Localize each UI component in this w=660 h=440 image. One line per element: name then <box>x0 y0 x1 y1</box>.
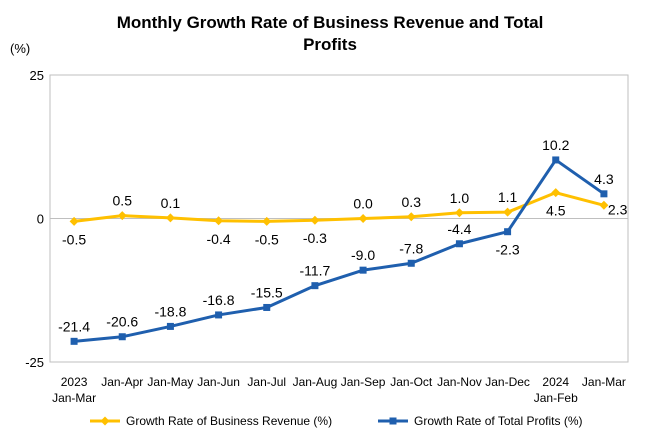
data-label: 2.3 <box>608 201 628 217</box>
data-label: -20.6 <box>106 314 138 330</box>
data-label: 1.1 <box>498 189 518 205</box>
legend-label: Growth Rate of Business Revenue (%) <box>126 414 332 428</box>
x-tick-label: Jan-Nov <box>437 375 482 389</box>
data-label: -0.3 <box>303 230 327 246</box>
legend: Growth Rate of Business Revenue (%) Growt… <box>90 414 583 428</box>
legend-item: Growth Rate of Business Revenue (%) <box>90 414 332 428</box>
x-tick-label: Jan-Jun <box>197 375 240 389</box>
data-point <box>118 333 126 341</box>
data-point <box>454 208 464 218</box>
x-tick-label: Jan-Mar <box>582 375 626 389</box>
data-label: -15.5 <box>251 284 283 300</box>
data-point <box>406 212 416 222</box>
data-point <box>262 216 272 226</box>
x-tick-label: 2024 <box>542 375 569 389</box>
data-label: 0.0 <box>353 196 373 212</box>
data-point <box>310 215 320 225</box>
legend-label: Growth Rate of Total Profits (%) <box>414 414 583 428</box>
legend-marker <box>100 416 110 426</box>
data-point <box>599 200 609 210</box>
data-point <box>263 303 271 311</box>
data-point <box>358 214 368 223</box>
data-label: -4.4 <box>447 221 471 237</box>
series-line <box>73 191 605 223</box>
legend-item: Growth Rate of Total Profits (%) <box>378 414 583 428</box>
data-point <box>359 266 367 274</box>
data-point <box>551 188 561 198</box>
x-tick-label: Jan-Mar <box>52 391 96 405</box>
legend-marker <box>389 417 397 425</box>
chart-title: Monthly Growth Rate of Business Revenue … <box>0 12 660 56</box>
data-label: 0.5 <box>113 193 133 209</box>
data-point <box>165 213 175 223</box>
data-label: -7.8 <box>399 240 423 256</box>
data-point <box>407 259 415 267</box>
x-tick-label: Jan-May <box>147 375 193 389</box>
x-tick-label: Jan-Dec <box>485 375 530 389</box>
data-point <box>70 337 78 345</box>
x-tick-label: Jan-Oct <box>390 375 433 389</box>
data-label: 1.0 <box>450 190 470 206</box>
data-point <box>311 282 319 290</box>
data-label: -9.0 <box>351 247 375 263</box>
data-point <box>552 156 560 164</box>
data-label: -21.4 <box>58 318 90 334</box>
series-line <box>73 158 605 343</box>
data-label: 4.5 <box>546 203 566 219</box>
data-label: 4.3 <box>594 171 614 187</box>
data-label: -2.3 <box>496 242 520 258</box>
data-label: 0.3 <box>402 194 422 210</box>
data-label: -18.8 <box>154 303 186 319</box>
y-tick-label: 0 <box>37 212 44 227</box>
x-tick-label: Jan-Apr <box>101 375 143 389</box>
data-point <box>215 311 223 319</box>
data-point <box>69 216 79 226</box>
x-tick-label: Jan-Feb <box>534 391 578 405</box>
y-axis-label: (%) <box>10 41 30 56</box>
x-tick-label: Jan-Aug <box>293 375 338 389</box>
x-tick-label: 2023 <box>61 375 88 389</box>
y-tick-label: -25 <box>25 355 44 370</box>
data-point <box>166 322 174 330</box>
x-tick-label: Jan-Jul <box>247 375 286 389</box>
y-tick-label: 25 <box>30 68 44 83</box>
data-point <box>117 211 127 221</box>
data-label: 0.1 <box>161 195 181 211</box>
data-point <box>504 228 512 236</box>
data-label: -11.7 <box>299 263 330 279</box>
data-label: -0.5 <box>62 231 86 247</box>
data-point <box>600 190 608 198</box>
x-tick-label: Jan-Sep <box>341 375 386 389</box>
data-label: -16.8 <box>203 292 235 308</box>
plot-area: 25 0 -25 2023 Jan-Mar Jan-Apr Jan-May Jan-Jun Ja… <box>25 68 629 405</box>
series-total-profits: -21.4 -20.6 -18.8 -16.8 -15.5 -11.7 -9.0 -7.8 -4… <box>58 137 614 345</box>
chart-title-line-1: Monthly Growth Rate of Business Revenue … <box>116 13 544 32</box>
data-point <box>214 216 224 226</box>
chart-title-line-2: Profits <box>303 35 357 54</box>
data-point <box>455 240 463 248</box>
data-label: 10.2 <box>542 137 569 153</box>
data-point <box>503 207 513 217</box>
data-label: -0.5 <box>255 231 279 247</box>
data-label: -0.4 <box>207 231 231 247</box>
series-business-revenue: -0.5 0.5 0.1 -0.4 -0.5 -0.3 0.0 0.3 1.0 1.1 4.5 2.3 <box>62 188 628 247</box>
